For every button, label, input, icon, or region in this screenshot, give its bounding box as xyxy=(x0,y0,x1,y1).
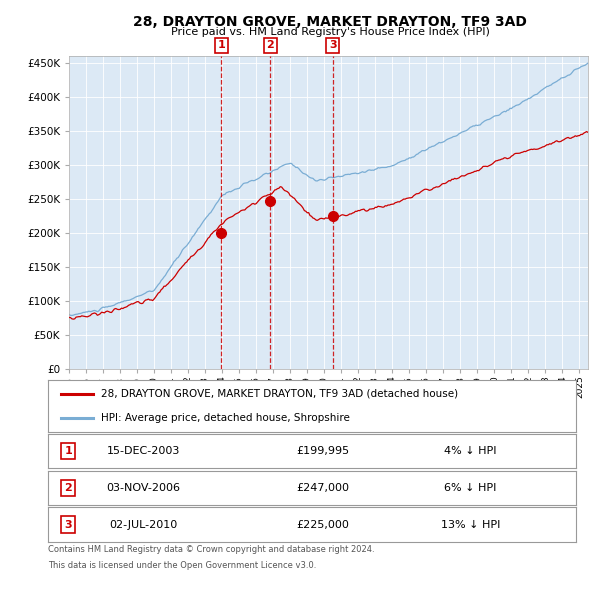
Text: 28, DRAYTON GROVE, MARKET DRAYTON, TF9 3AD: 28, DRAYTON GROVE, MARKET DRAYTON, TF9 3… xyxy=(133,15,527,29)
Text: 2: 2 xyxy=(64,483,72,493)
Text: 02-JUL-2010: 02-JUL-2010 xyxy=(109,520,177,529)
Text: 03-NOV-2006: 03-NOV-2006 xyxy=(106,483,180,493)
Text: 3: 3 xyxy=(64,520,72,529)
Text: 1: 1 xyxy=(64,447,72,456)
Text: 2: 2 xyxy=(266,41,274,51)
Text: 13% ↓ HPI: 13% ↓ HPI xyxy=(441,520,500,529)
Text: This data is licensed under the Open Government Licence v3.0.: This data is licensed under the Open Gov… xyxy=(48,561,316,570)
Text: £199,995: £199,995 xyxy=(296,447,349,456)
Text: 6% ↓ HPI: 6% ↓ HPI xyxy=(444,483,497,493)
Text: HPI: Average price, detached house, Shropshire: HPI: Average price, detached house, Shro… xyxy=(101,413,350,423)
Text: £247,000: £247,000 xyxy=(296,483,349,493)
Text: Contains HM Land Registry data © Crown copyright and database right 2024.: Contains HM Land Registry data © Crown c… xyxy=(48,545,374,553)
Text: Price paid vs. HM Land Registry's House Price Index (HPI): Price paid vs. HM Land Registry's House … xyxy=(170,27,490,37)
Text: £225,000: £225,000 xyxy=(296,520,349,529)
Text: 1: 1 xyxy=(218,41,226,51)
Text: 28, DRAYTON GROVE, MARKET DRAYTON, TF9 3AD (detached house): 28, DRAYTON GROVE, MARKET DRAYTON, TF9 3… xyxy=(101,389,458,399)
Text: 4% ↓ HPI: 4% ↓ HPI xyxy=(444,447,497,456)
Text: 15-DEC-2003: 15-DEC-2003 xyxy=(106,447,180,456)
Text: 3: 3 xyxy=(329,41,337,51)
